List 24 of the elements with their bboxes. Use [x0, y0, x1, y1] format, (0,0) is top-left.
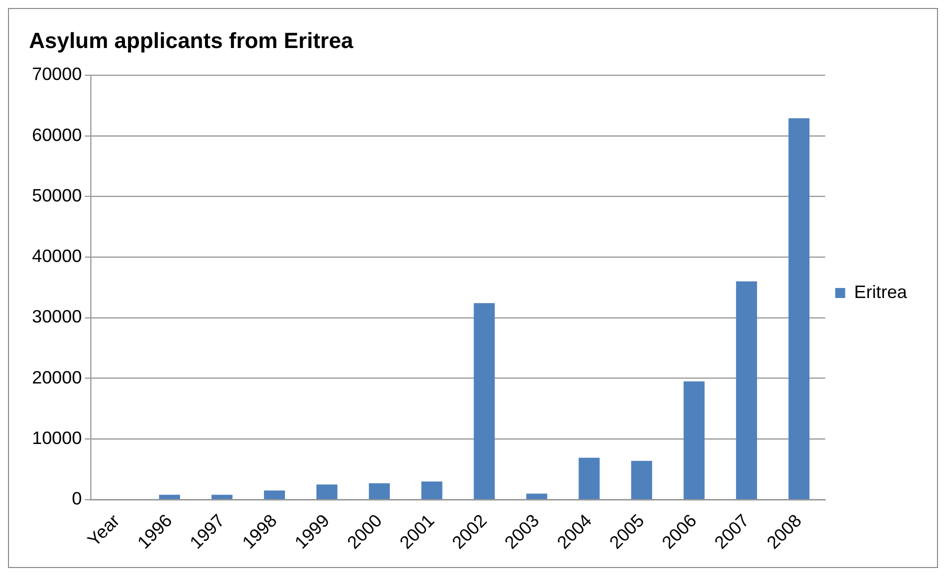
chart-title: Asylum applicants from Eritrea [28, 28, 354, 54]
bar [578, 458, 600, 500]
legend-label: Eritrea [854, 282, 908, 302]
y-tick-label: 50000 [32, 185, 82, 206]
y-tick-label: 20000 [32, 367, 82, 388]
bar [474, 303, 495, 500]
y-tick-label: 40000 [32, 246, 82, 266]
y-tick-label: 0 [72, 488, 82, 509]
bar [684, 381, 705, 500]
bar [316, 484, 338, 500]
bar [159, 494, 180, 500]
bar [264, 490, 285, 500]
bar [631, 460, 652, 500]
bar [421, 481, 442, 500]
y-tick-label: 10000 [32, 428, 82, 448]
bar [788, 118, 810, 500]
y-tick-label: 70000 [32, 64, 82, 84]
y-tick-label: 30000 [32, 306, 82, 327]
bar [736, 281, 758, 500]
x-tick-label: Year [84, 510, 124, 550]
y-tick-label: 60000 [32, 124, 82, 145]
bar [212, 494, 232, 500]
bar [526, 494, 548, 500]
bar [368, 483, 390, 500]
